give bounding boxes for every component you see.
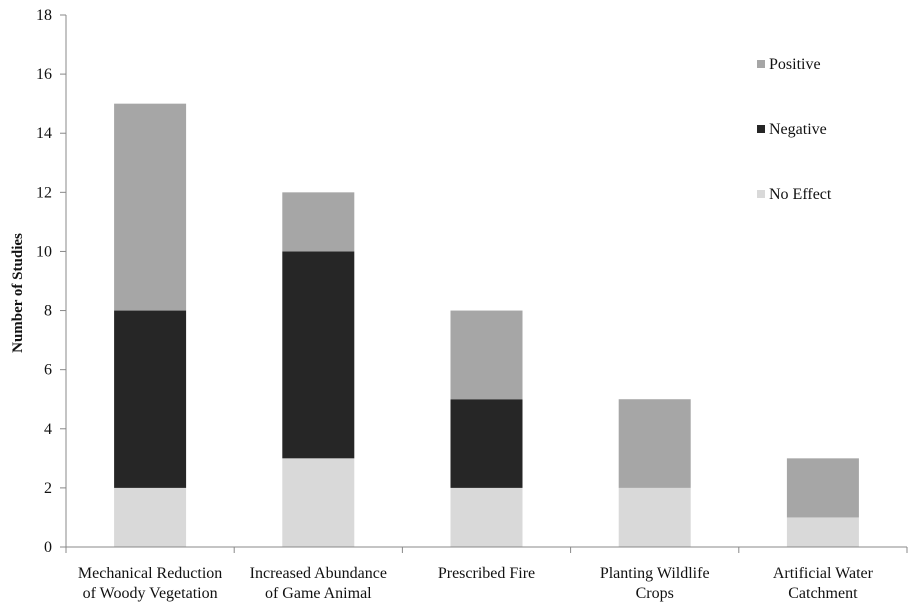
legend-swatch-no-effect: [757, 190, 765, 198]
bar-positive-2: [450, 310, 523, 400]
y-tick-label: 18: [36, 7, 52, 24]
x-category-label-line: Increased Abundance: [250, 565, 387, 582]
bar-positive-4: [786, 458, 859, 518]
y-tick-label: 2: [44, 480, 52, 497]
legend: Positive Negative No Effect: [757, 56, 832, 203]
x-category-label: Artificial Water Catchment: [773, 565, 874, 602]
x-category-label-line: of Game Animal: [265, 585, 372, 602]
y-tick-label: 8: [44, 303, 52, 320]
bar-negative-2: [450, 399, 523, 488]
y-axis-label: Number of Studies: [10, 233, 26, 353]
legend-swatch-negative: [757, 125, 765, 133]
x-category-label: Increased Abundance of Game Animal: [250, 565, 387, 602]
y-ticks-group: 0 2 4 6 8 10 12 14 16 18: [36, 7, 66, 556]
x-category-label-line: Mechanical Reduction: [78, 565, 222, 582]
bar-no-effect-2: [450, 487, 523, 547]
y-tick-label: 16: [36, 66, 52, 83]
axes-group: [65, 15, 908, 553]
bar-positive-1: [282, 192, 355, 252]
bars-group: [114, 103, 859, 547]
bar-no-effect-4: [786, 517, 859, 547]
x-category-label: Planting Wildlife Crops: [600, 565, 710, 602]
x-category-label: Mechanical Reduction of Woody Vegetation: [78, 565, 222, 602]
x-category-label-line: Artificial Water: [773, 565, 874, 582]
bar-no-effect-3: [618, 487, 691, 547]
y-tick-label: 6: [44, 362, 52, 379]
y-tick-label: 14: [36, 125, 52, 142]
y-tick-label: 4: [44, 421, 52, 438]
x-category-label: Prescribed Fire: [438, 565, 535, 582]
x-category-label-line: Crops: [636, 585, 674, 602]
x-category-label-line: Planting Wildlife: [600, 565, 710, 582]
x-category-label-line: Prescribed Fire: [438, 565, 535, 582]
bar-negative-0: [114, 310, 187, 488]
legend-swatch-positive: [757, 60, 765, 68]
bar-positive-0: [114, 103, 187, 311]
x-category-labels: Mechanical Reduction of Woody Vegetation I…: [78, 565, 874, 602]
bar-negative-1: [282, 251, 355, 459]
legend-label-positive: Positive: [769, 56, 821, 73]
bar-no-effect-1: [282, 458, 355, 547]
y-tick-label: 10: [36, 243, 52, 260]
y-tick-label: 12: [36, 184, 52, 201]
x-category-label-line: of Woody Vegetation: [83, 585, 218, 602]
bar-positive-3: [618, 399, 691, 488]
x-category-label-line: Catchment: [788, 585, 858, 602]
y-tick-label: 0: [44, 539, 52, 556]
legend-label-no-effect: No Effect: [769, 186, 832, 203]
bar-no-effect-0: [114, 487, 187, 547]
legend-label-negative: Negative: [769, 121, 827, 138]
